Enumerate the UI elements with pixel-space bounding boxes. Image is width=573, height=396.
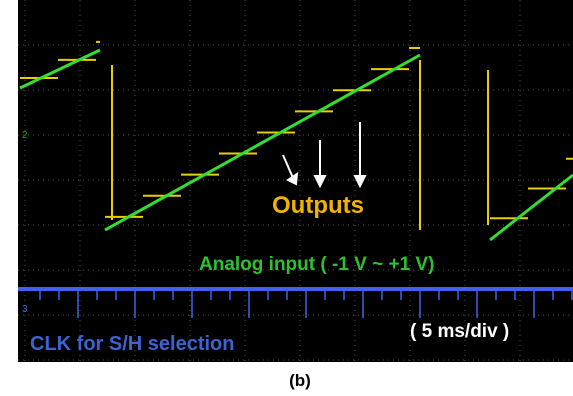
clk-label: CLK for S/H selection xyxy=(30,333,234,355)
channel-marker: 3 xyxy=(22,304,28,315)
channel-marker: 2 xyxy=(22,130,28,141)
caption: (b) xyxy=(289,371,311,390)
timebase-label: ( 5 ms/div ) xyxy=(410,321,509,342)
outputs-label: Outputs xyxy=(272,192,364,219)
figure: 2 3 Outputs Analog input ( -1 V ~ +1 V) … xyxy=(0,0,573,396)
input-label: Analog input ( -1 V ~ +1 V) xyxy=(199,254,434,275)
